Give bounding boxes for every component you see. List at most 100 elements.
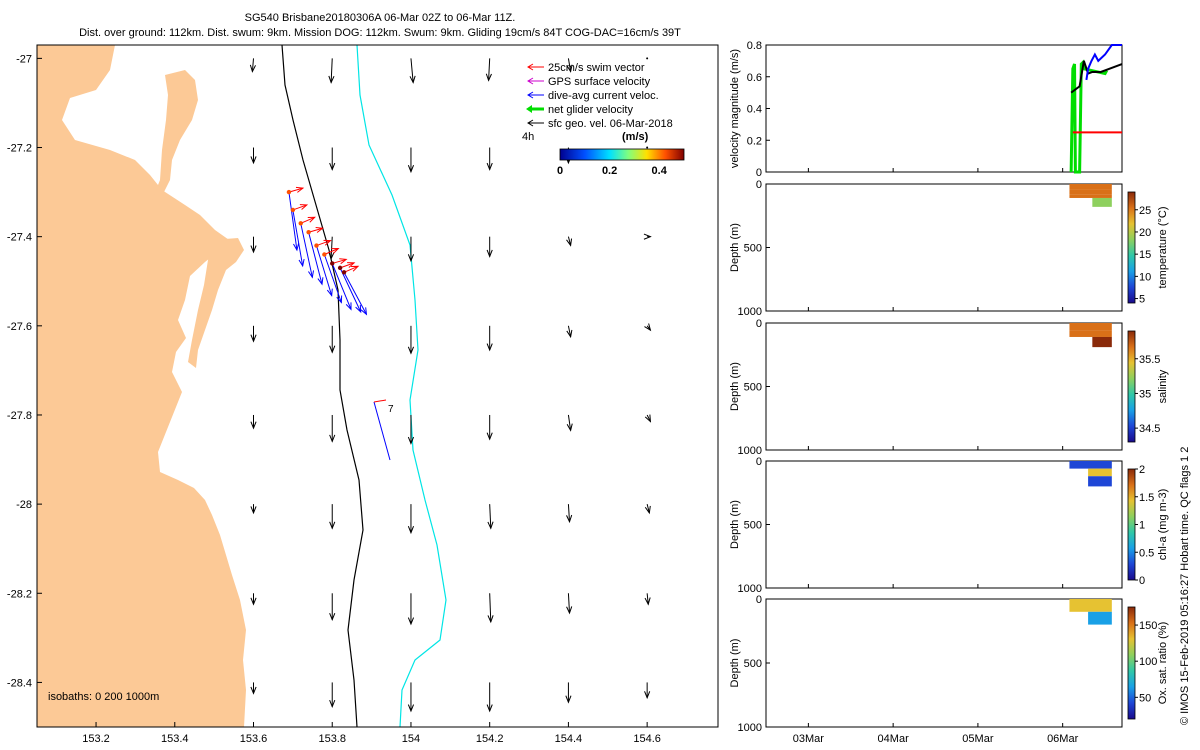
legend-label: dive-avg current veloc. [548,90,659,102]
geo-velocity-arrow [486,147,493,171]
panel-xtick-label: 04Mar [878,733,910,745]
panel-colorbar-label: Ox. sat. ratio (%) [1157,622,1169,705]
panel-5: 0 500 1000 Depth (m) 50 100 150 Ox. sat. ratio … [729,594,1169,745]
track-point [298,221,303,226]
map-xtick-label: 154.2 [476,733,504,745]
dac-vector [343,272,368,316]
swim-vector [324,247,340,255]
geo-velocity-arrow [250,236,257,254]
geo-velocity-arrow [644,323,652,332]
map-xtick-label: 153.2 [82,733,110,745]
geo-velocity-arrow [250,504,257,515]
profile-cell [1069,189,1112,195]
speed-colorbar [559,148,685,161]
panel-ytick-label: 0 [756,456,762,468]
map-ytick-label: -27.2 [7,143,32,155]
geo-velocity-field [249,57,652,713]
panel-ytick-label: 0 [756,167,762,179]
panel-frame [765,183,1123,312]
geo-velocity-arrow [250,414,257,430]
panel-ylabel: Depth (m) [729,639,741,688]
geo-velocity-arrow [249,58,256,73]
panel-ytick-label: 0.8 [747,40,762,52]
land-moreton-island [150,70,198,205]
swim-vector [308,227,324,233]
geo-velocity-arrow [566,414,573,432]
panel-ytick-label: 500 [744,520,762,532]
panel-colorbar-tick-label: 150 [1139,620,1157,632]
geo-velocity-point [646,146,649,149]
geo-velocity-arrow [250,682,257,695]
swim-vector [292,204,309,211]
geo-velocity-arrow [644,504,651,515]
panel-colorbar-label: salinity [1157,369,1169,403]
geo-velocity-arrow [565,682,572,704]
geo-velocity-arrow [487,504,494,530]
swim-vector [288,186,305,193]
panel-frame [765,322,1123,451]
geo-velocity-arrow [407,593,415,626]
swim-vector [332,258,348,265]
colorbar-units: (m/s) [622,131,649,143]
panel-colorbar-label: temperature (°C) [1157,206,1169,288]
geo-velocity-arrow [486,325,493,352]
geo-velocity-arrow [409,58,416,84]
panel-colorbar-tick-label: 0 [1139,575,1145,587]
panel-ytick-label: 500 [744,243,762,255]
panel-xtick-label: 03Mar [793,733,825,745]
geo-velocity-arrow [329,504,336,530]
land-mainland [37,45,246,727]
swim-vector [339,262,356,269]
profile-cell [1069,599,1112,612]
geo-velocity-arrow [329,147,336,171]
geo-velocity-arrow [644,682,651,700]
panel-ylabel: Depth (m) [729,500,741,549]
speed-colorbar-tick-label: 0.2 [602,165,617,177]
geo-velocity-arrow [250,147,257,165]
legend-swatch-head [527,91,534,99]
profile-cell [1092,336,1112,348]
panel-colorbar-tick-label: 2 [1139,464,1145,476]
panel-colorbar-tick-label: 5 [1139,294,1145,306]
glider-track [286,186,368,316]
legend-scale-label: 4h [522,131,534,143]
panel-ytick-label: 0 [756,318,762,330]
geo-velocity-arrow [486,682,493,713]
profile-cell [1088,476,1112,487]
geo-velocity-arrow [407,147,415,174]
geo-velocity-arrow [407,236,415,263]
geo-velocity-arrow [329,593,336,622]
geo-velocity-arrow [329,325,336,354]
geo-velocity-arrow [329,414,336,443]
legend-label: sfc geo. vel. 06-Mar-2018 [548,118,673,130]
panel-ylabel: velocity magnitude (m/s) [729,49,741,168]
geo-velocity-arrow [485,58,492,82]
panel-colorbar [1127,468,1136,581]
panel-colorbar-tick-label: 1.5 [1139,492,1154,504]
geo-velocity-arrow [328,58,335,84]
track-point [290,207,296,213]
panel-frame [765,44,1123,173]
swim-vector [316,239,332,247]
profile-cell [1088,611,1112,625]
map-ytick-label: -28.4 [7,677,32,689]
panel-colorbar-tick-label: 10 [1139,271,1151,283]
final-swim-vector [373,399,387,403]
panel-ytick-label: 500 [744,382,762,394]
track-point [286,189,292,195]
dac-vector [300,223,315,279]
geo-velocity-arrow [487,593,494,624]
geo-velocity-arrow [566,593,573,615]
panel-colorbar [1127,606,1136,720]
map-xtick-label: 154 [402,733,420,745]
legend-entry: GPS surface velocity [527,76,651,88]
panel-ytick-label: 1000 [738,306,762,318]
legend-entry: dive-avg current veloc. [527,90,659,102]
map-ytick-label: -28 [16,499,32,511]
panel-colorbar-tick-label: 20 [1139,227,1151,239]
geo-velocity-arrow [407,325,415,355]
panel-ytick-label: 1000 [738,722,762,734]
legend-label: 25cm/s swim vector [548,62,645,74]
